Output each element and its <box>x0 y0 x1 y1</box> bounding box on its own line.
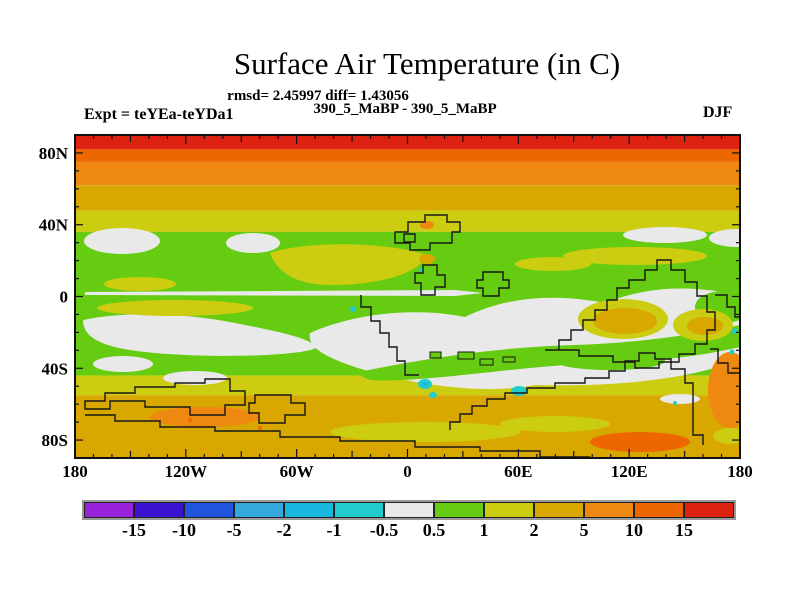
zonal-band <box>75 185 740 211</box>
contour-yellow-regions <box>97 244 740 444</box>
coastline-path <box>476 271 510 297</box>
lat-tick-label: 0 <box>60 288 69 307</box>
lon-tick-label: 120W <box>165 462 208 481</box>
axis-tick-labels: 180 120W 60W 0 60E 120E 180 80N 40N 0 40S 80S <box>39 144 753 481</box>
colorbar-tick-label: 1 <box>479 520 489 540</box>
page-title: Surface Air Temperature (in C) <box>233 46 621 81</box>
zonal-band <box>75 161 740 186</box>
colorbar-segment <box>84 502 134 518</box>
coastline-path <box>414 264 446 296</box>
zonal-band <box>75 210 740 232</box>
lat-tick-label: 80N <box>39 144 69 163</box>
lon-tick-label: 180 <box>62 462 88 481</box>
colorbar-segment <box>534 502 584 518</box>
zonal-band <box>75 149 740 162</box>
season-label: DJF <box>703 104 733 121</box>
colorbar-segment <box>484 502 534 518</box>
lon-tick-label: 120E <box>611 462 648 481</box>
colorbar-segment <box>284 502 334 518</box>
colorbar-segment <box>384 502 434 518</box>
colorbar-tick-label: -1 <box>326 520 342 540</box>
island-outlines <box>429 351 516 366</box>
colorbar-segment <box>134 502 184 518</box>
lat-tick-label: 40S <box>42 359 68 378</box>
coastline-path <box>710 348 740 374</box>
colorbar-segment <box>434 502 484 518</box>
coastline-path <box>85 414 590 458</box>
coastline-path <box>394 214 461 251</box>
colorbar-segment <box>634 502 684 518</box>
experiment-difference-label: 390_5_MaBP - 390_5_MaBP <box>313 101 497 117</box>
expt-label: Expt = teYEa-teYDa1 <box>84 106 234 123</box>
lat-tick-label: 80S <box>42 431 68 450</box>
coastline-path <box>403 233 416 243</box>
map-border <box>74 134 741 459</box>
lon-tick-label: 60E <box>504 462 532 481</box>
lon-tick-label: 180 <box>727 462 753 481</box>
rmsd-diff-stats: rmsd= 2.45997 diff= 1.43056 <box>227 88 409 104</box>
lon-tick-label: 60W <box>280 462 314 481</box>
colorbar-tick-label: 10 <box>625 520 643 540</box>
colorbar-tick-label: -0.5 <box>369 520 399 540</box>
coastline-path <box>84 378 246 416</box>
colorbar-tick-label: 5 <box>579 520 589 540</box>
colorbar-tick-label: -2 <box>276 520 292 540</box>
colorbar-tick-label: 15 <box>675 520 693 540</box>
lon-tick-label: 0 <box>403 462 412 481</box>
colorbar-segment <box>234 502 284 518</box>
coastline-path <box>545 259 716 369</box>
colorbar-tick-label: -5 <box>226 520 242 540</box>
colorbar-segment <box>184 502 234 518</box>
coastline-path <box>449 352 704 445</box>
coastline-path <box>715 294 740 318</box>
lat-tick-label: 40N <box>39 216 69 235</box>
colorbar-segment <box>334 502 384 518</box>
colorbar-tick-label: -10 <box>172 520 196 540</box>
temperature-map: 180 120W 60W 0 60E 120E 180 80N 40N 0 40S 80S <box>39 134 753 481</box>
colorbar-segment <box>684 502 734 518</box>
contour-orange-regions <box>150 221 740 452</box>
coastline-path <box>248 394 306 424</box>
colorbar-segment <box>584 502 634 518</box>
coastlines <box>84 214 740 458</box>
colorbar-tick-label: 0.5 <box>422 520 446 540</box>
coastline-path <box>360 295 419 376</box>
colorbar-tick-label: 2 <box>529 520 539 540</box>
colorbar-tick-label: -15 <box>122 520 146 540</box>
colorbar <box>82 500 736 520</box>
